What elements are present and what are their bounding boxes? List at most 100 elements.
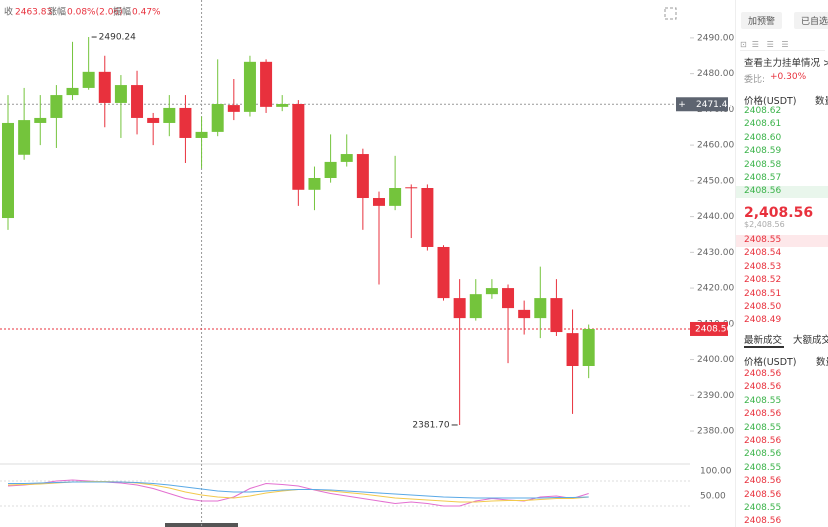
candle-body bbox=[550, 298, 563, 333]
candle-body bbox=[582, 328, 595, 366]
ratio-value: +0.30% bbox=[770, 72, 807, 82]
y-tick-label: 2450.00 bbox=[697, 176, 734, 186]
crosshair-label: 2471.43 bbox=[696, 100, 733, 110]
trade-price: 2408.56 bbox=[744, 369, 782, 379]
candle-body bbox=[131, 85, 144, 118]
ask-price: 2408.58 bbox=[744, 159, 782, 170]
bid-price: 2408.49 bbox=[744, 315, 782, 326]
last-price: 2,408.56 bbox=[744, 205, 814, 221]
candle-body bbox=[227, 105, 240, 112]
bid-price: 2408.51 bbox=[744, 288, 782, 299]
book-header-price: 价格(USDT) bbox=[744, 96, 797, 107]
ask-price: 2408.57 bbox=[744, 173, 782, 183]
annotation-label: 2490.24 bbox=[99, 33, 136, 43]
indicator-line bbox=[8, 481, 589, 499]
last-price-label: 2408.56 bbox=[695, 324, 732, 334]
orders-link[interactable]: 查看主力挂单情况 > bbox=[744, 58, 828, 69]
ask-price: 2408.56 bbox=[744, 186, 782, 197]
candle-body bbox=[34, 117, 47, 123]
watch-button[interactable]: 已自选 bbox=[794, 12, 828, 29]
header-close-label: 收 bbox=[4, 6, 13, 18]
candle-body bbox=[566, 333, 579, 366]
candle-body bbox=[50, 95, 63, 118]
candle-body bbox=[308, 177, 321, 190]
candle-body bbox=[485, 288, 498, 295]
ask-price: 2408.59 bbox=[744, 146, 782, 157]
candle-body bbox=[179, 107, 192, 138]
header-change-value: 0.08%(2.06) bbox=[67, 8, 123, 18]
candle-body bbox=[421, 188, 434, 247]
y-tick-label: 2480.00 bbox=[697, 69, 734, 79]
ask-price: 2408.61 bbox=[744, 119, 782, 130]
trade-price: 2408.56 bbox=[744, 489, 782, 500]
candle-body bbox=[66, 87, 79, 96]
trade-price: 2408.55 bbox=[744, 462, 782, 473]
bid-price: 2408.52 bbox=[744, 275, 782, 286]
trade-price: 2408.56 bbox=[744, 476, 782, 487]
bid-highlight bbox=[736, 235, 828, 247]
candle-body bbox=[292, 104, 305, 190]
trade-price: 2408.55 bbox=[744, 422, 782, 433]
candle-body bbox=[195, 131, 208, 138]
candle-body bbox=[405, 187, 418, 189]
candle-body bbox=[211, 104, 224, 132]
header-amplitude-value: 0.47% bbox=[132, 8, 161, 18]
candle-body bbox=[260, 61, 273, 107]
candle-body bbox=[453, 298, 466, 319]
candle-body bbox=[502, 288, 515, 309]
indicator-tick-label: 50.00 bbox=[700, 492, 726, 502]
y-tick-label: 2400.00 bbox=[697, 355, 734, 365]
bid-price: 2408.53 bbox=[744, 261, 782, 272]
bid-price: 2408.55 bbox=[744, 235, 782, 245]
tab-latest[interactable]: 最新成交 bbox=[744, 335, 783, 346]
side-panel: 加预警 已自选 ⊡ ☰ ☰ ☰ 查看主力挂单情况 > 委比: +0.30% 价格… bbox=[735, 0, 828, 527]
candle-body bbox=[2, 122, 14, 219]
indicator-tick-label: 100.00 bbox=[700, 467, 732, 477]
y-tick-label: 2440.00 bbox=[697, 212, 734, 222]
candle-body bbox=[372, 198, 385, 206]
bid-price: 2408.54 bbox=[744, 248, 782, 259]
chart: 收 2463.83 涨幅 0.08%(2.06) 振幅 0.47% 2380.0… bbox=[0, 0, 734, 527]
last-price-box bbox=[690, 321, 728, 336]
candle-body bbox=[356, 154, 369, 199]
trade-price: 2408.56 bbox=[744, 382, 782, 393]
candle-body bbox=[147, 117, 160, 123]
y-tick-label: 2490.00 bbox=[697, 33, 734, 43]
indicator-line bbox=[7, 479, 589, 507]
candle-body bbox=[518, 309, 531, 319]
annotation-label: 2381.70 bbox=[412, 420, 449, 430]
candle-body bbox=[163, 107, 176, 123]
tab-underline bbox=[744, 346, 784, 348]
tab-large[interactable]: 大额成交 bbox=[793, 335, 828, 346]
y-tick-label: 2420.00 bbox=[697, 284, 734, 294]
y-tick-label: 2390.00 bbox=[697, 391, 734, 401]
candle-body bbox=[98, 71, 111, 103]
trades-header-qty: 数量 bbox=[816, 357, 828, 368]
crosshair-box bbox=[676, 97, 728, 112]
ask-price: 2408.60 bbox=[744, 132, 782, 143]
crosshair-plus: + bbox=[678, 100, 686, 110]
candle-body bbox=[340, 154, 353, 162]
trade-price: 2408.55 bbox=[744, 503, 782, 513]
trade-price: 2408.56 bbox=[744, 409, 782, 420]
book-header-qty: 数量 bbox=[815, 96, 828, 107]
trade-price: 2408.56 bbox=[744, 436, 782, 446]
candle-body bbox=[276, 104, 289, 107]
ask-price: 2408.62 bbox=[744, 106, 782, 116]
header-close-value: 2463.83 bbox=[15, 8, 52, 18]
trade-price: 2408.55 bbox=[744, 395, 782, 406]
y-tick-label: 2430.00 bbox=[697, 248, 734, 258]
candle-body bbox=[437, 246, 450, 299]
y-tick-label: 2380.00 bbox=[697, 427, 734, 437]
ratio-label: 委比: bbox=[744, 75, 766, 85]
candle-body bbox=[389, 188, 402, 206]
last-price-usd: $2,408.56 bbox=[744, 220, 785, 229]
header-amplitude-label: 振幅 bbox=[113, 6, 131, 18]
y-tick-label: 2460.00 bbox=[697, 141, 734, 151]
view-icons: ⊡ ☰ ☰ ☰ bbox=[740, 40, 825, 51]
candle-body bbox=[469, 294, 482, 319]
trade-price: 2408.56 bbox=[744, 516, 782, 527]
fullscreen-icon[interactable] bbox=[664, 7, 677, 20]
alert-button[interactable]: 加预警 bbox=[741, 12, 783, 29]
